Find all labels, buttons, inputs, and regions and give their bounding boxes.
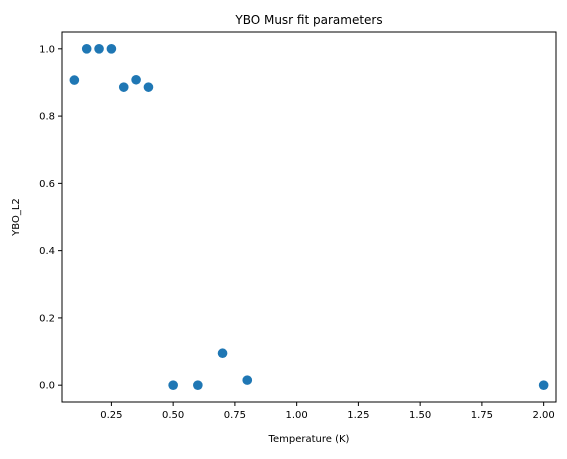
x-tick-label: 1.50 bbox=[409, 410, 431, 421]
x-tick-label: 1.75 bbox=[471, 410, 493, 421]
data-point bbox=[131, 74, 141, 85]
x-tick-label: 0.25 bbox=[100, 410, 122, 421]
data-point bbox=[168, 380, 178, 390]
x-tick-label: 1.00 bbox=[286, 410, 308, 421]
data-point bbox=[193, 380, 203, 390]
data-point bbox=[106, 44, 117, 54]
x-tick-label: 0.75 bbox=[224, 410, 246, 421]
y-axis-label: YBO_L2 bbox=[11, 198, 22, 237]
plot-frame bbox=[61, 31, 557, 403]
data-point bbox=[242, 375, 253, 385]
data-point bbox=[217, 348, 228, 359]
chart-title: YBO Musr fit parameters bbox=[234, 13, 382, 27]
data-point bbox=[81, 44, 92, 54]
y-tick-label: 0.6 bbox=[39, 179, 55, 190]
data-point bbox=[118, 82, 129, 92]
y-tick-label: 0.2 bbox=[39, 313, 55, 324]
y-tick-label: 1.0 bbox=[39, 44, 55, 55]
x-tick-label: 0.50 bbox=[162, 410, 184, 421]
data-point bbox=[69, 75, 80, 85]
x-tick-label: 2.00 bbox=[533, 410, 555, 421]
x-tick-label: 1.25 bbox=[347, 410, 369, 421]
y-axis-ticks: 0.0 0.2 0.4 0.6 0.8 1.0 bbox=[39, 44, 62, 392]
data-point bbox=[94, 44, 104, 54]
y-tick-label: 0.4 bbox=[39, 246, 55, 257]
y-tick-label: 0.0 bbox=[39, 381, 55, 392]
x-axis-ticks: 0.25 0.50 0.75 1.00 1.25 1.50 1.75 2.00 bbox=[100, 402, 555, 421]
x-axis-label: Temperature (K) bbox=[268, 434, 350, 445]
y-tick-label: 0.8 bbox=[39, 112, 55, 123]
plot-area bbox=[69, 44, 549, 390]
data-point bbox=[143, 82, 154, 92]
data-point bbox=[538, 380, 549, 390]
